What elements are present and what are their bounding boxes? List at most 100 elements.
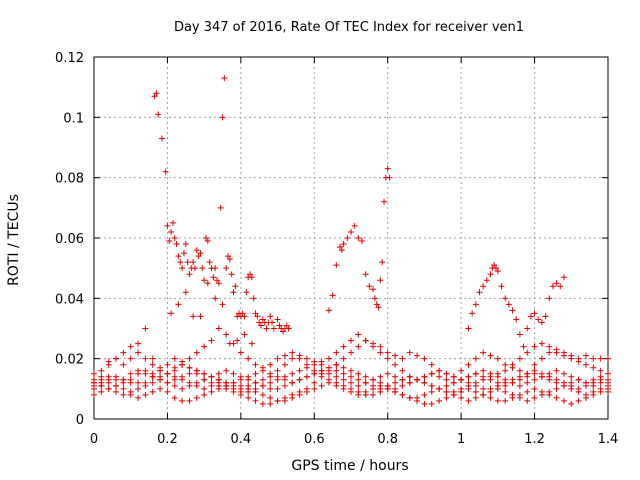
- data-point: [516, 355, 523, 362]
- data-point: [590, 391, 597, 398]
- data-point: [480, 349, 487, 356]
- data-point: [340, 343, 347, 350]
- data-point: [303, 361, 310, 368]
- x-tick-label: 0.2: [157, 432, 178, 447]
- data-point: [311, 385, 318, 392]
- data-point: [553, 280, 560, 287]
- data-point: [377, 379, 384, 386]
- y-tick-label: 0.04: [55, 292, 84, 307]
- data-point: [179, 397, 186, 404]
- x-tick-label: 1.2: [524, 432, 545, 447]
- data-point: [252, 385, 259, 392]
- data-point: [252, 397, 259, 404]
- data-point: [362, 271, 369, 278]
- data-point: [175, 253, 182, 260]
- data-point: [245, 355, 252, 362]
- data-point: [348, 379, 354, 386]
- data-point: [215, 370, 222, 377]
- data-point: [590, 364, 597, 371]
- data-point: [177, 259, 184, 266]
- data-point: [120, 391, 127, 398]
- data-point: [237, 382, 244, 389]
- data-point: [362, 391, 369, 398]
- data-point: [186, 382, 193, 389]
- data-point: [259, 400, 266, 407]
- data-point: [531, 310, 538, 317]
- data-point: [428, 361, 435, 368]
- data-point: [421, 379, 428, 386]
- data-point: [153, 90, 160, 97]
- data-point: [531, 394, 538, 401]
- data-point: [458, 376, 465, 383]
- data-point: [428, 370, 435, 377]
- data-point: [191, 265, 198, 272]
- data-point: [285, 325, 292, 332]
- data-point: [340, 355, 347, 362]
- data-point: [151, 93, 158, 100]
- data-point: [472, 370, 479, 377]
- data-point: [201, 385, 208, 392]
- data-point: [127, 355, 134, 362]
- data-point: [171, 367, 178, 374]
- data-point: [557, 283, 564, 290]
- data-point: [281, 382, 288, 389]
- data-point: [135, 340, 142, 347]
- data-point: [142, 325, 149, 332]
- x-axis-label: GPS time / hours: [291, 458, 408, 474]
- data-point: [494, 397, 501, 404]
- data-point: [348, 367, 354, 374]
- data-point: [195, 253, 202, 260]
- data-point: [256, 319, 263, 326]
- data-point: [120, 376, 127, 383]
- data-point: [237, 373, 244, 380]
- data-point: [421, 373, 428, 380]
- data-point: [230, 289, 237, 296]
- data-point: [516, 391, 523, 398]
- data-point: [179, 376, 186, 383]
- data-point: [516, 373, 523, 380]
- data-point: [201, 376, 208, 383]
- data-point: [171, 382, 178, 389]
- data-point: [472, 382, 479, 389]
- data-point: [582, 352, 589, 359]
- data-point: [208, 373, 215, 380]
- data-point: [450, 379, 457, 386]
- data-point: [436, 373, 443, 380]
- data-point: [186, 355, 193, 362]
- data-point: [208, 337, 215, 344]
- data-point: [597, 388, 604, 395]
- data-point: [91, 385, 97, 392]
- data-point: [164, 361, 171, 368]
- data-point: [105, 385, 112, 392]
- data-point: [502, 295, 509, 302]
- data-point: [230, 370, 237, 377]
- data-point: [311, 370, 318, 377]
- data-point: [223, 331, 230, 338]
- data-point: [509, 364, 516, 371]
- data-point: [406, 349, 413, 356]
- data-point: [384, 349, 391, 356]
- data-point: [149, 388, 156, 395]
- data-point: [276, 322, 283, 329]
- data-point: [355, 235, 362, 241]
- data-point: [168, 228, 175, 235]
- data-point: [355, 343, 362, 350]
- data-point: [465, 361, 472, 368]
- data-point: [120, 349, 127, 356]
- data-point: [575, 385, 582, 392]
- data-point: [509, 394, 516, 401]
- data-point: [421, 391, 428, 398]
- data-point: [549, 283, 556, 290]
- data-point: [516, 331, 523, 338]
- data-point: [186, 370, 193, 377]
- data-point: [223, 367, 230, 374]
- data-point: [392, 361, 399, 368]
- data-point: [524, 325, 531, 332]
- data-point: [333, 367, 340, 374]
- data-point: [384, 370, 391, 377]
- data-point: [243, 289, 250, 296]
- data-point: [135, 379, 142, 386]
- data-point: [311, 379, 318, 386]
- data-point: [436, 397, 443, 404]
